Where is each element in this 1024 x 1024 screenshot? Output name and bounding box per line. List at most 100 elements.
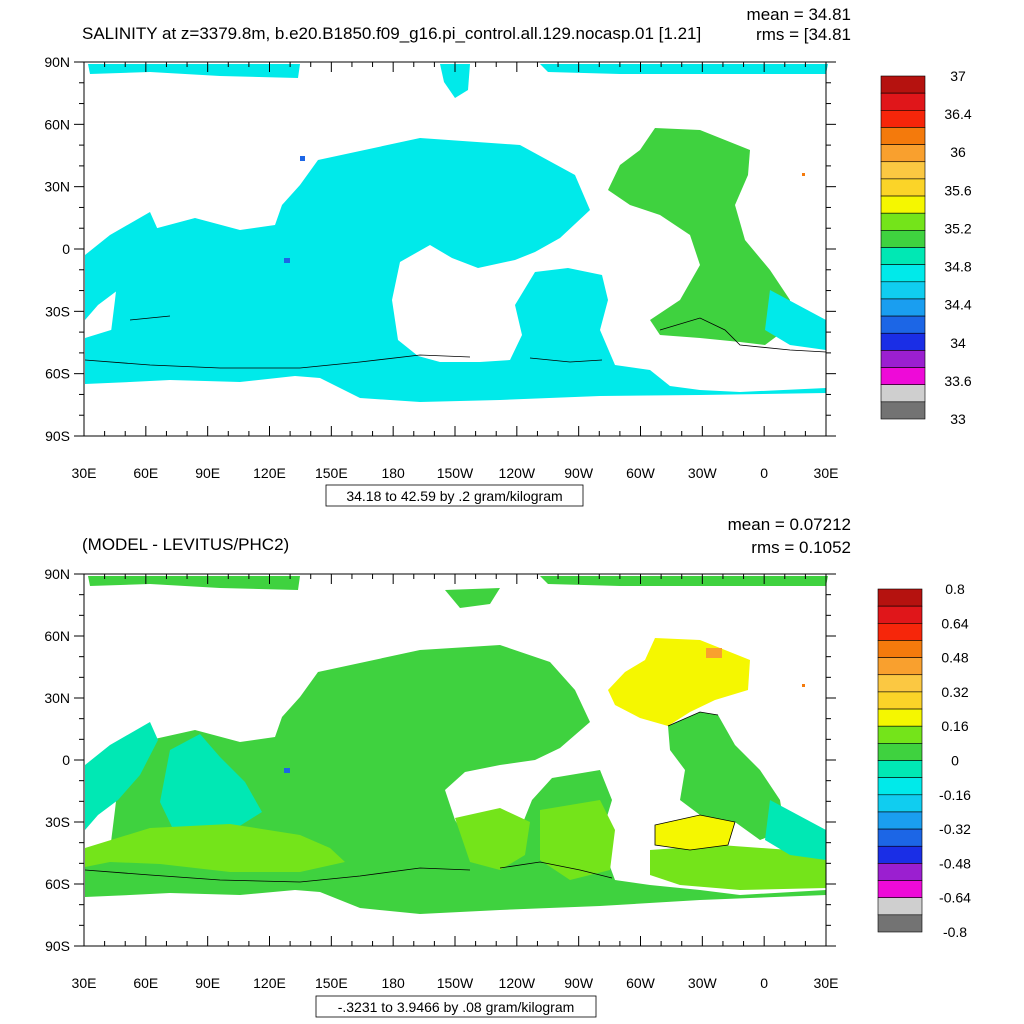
- colorbar-label: 34: [950, 335, 966, 351]
- field-cell: [300, 156, 305, 161]
- colorbar-swatch: [880, 350, 926, 368]
- x-tick-label: 30E: [814, 465, 839, 481]
- range-box: [315, 995, 597, 1018]
- x-tick-label: 90W: [564, 465, 594, 481]
- colorbar-label: 35.2: [944, 220, 971, 236]
- y-axis: 90N 60N 30N 0 30S 60S 90S: [44, 566, 836, 954]
- colorbar-swatch: [877, 828, 923, 847]
- colorbar-swatch: [877, 777, 923, 796]
- contour-line: [667, 711, 719, 727]
- colorbar-swatch: [877, 708, 923, 727]
- colorbar-label: -0.8: [943, 924, 967, 940]
- colorbar-label: 0.8: [945, 581, 965, 597]
- x-tick-label: 60E: [133, 465, 158, 481]
- ocean-region: [608, 128, 790, 345]
- ocean-region: [765, 800, 826, 860]
- x-axis: 30E 60E 90E 120E 150E 180 150W 120W 90W 60W 30W 0 30…: [72, 62, 839, 481]
- colorbar-swatch: [880, 401, 926, 420]
- ocean-region: [540, 576, 828, 586]
- y-tick-label: 90N: [44, 566, 70, 582]
- colorbar-label: -0.64: [939, 890, 971, 906]
- ocean-region: [650, 845, 826, 890]
- mean-label: mean = 0.07212: [728, 515, 851, 534]
- colorbar-swatch: [877, 725, 923, 744]
- x-tick-label: 150W: [437, 465, 474, 481]
- x-tick-label: 30E: [72, 465, 97, 481]
- ocean-region: [160, 222, 262, 330]
- x-tick-label: 90W: [564, 975, 594, 991]
- ocean-region: [85, 212, 158, 320]
- colorbar-swatch: [880, 75, 926, 94]
- colorbar-label: 35.6: [944, 182, 971, 198]
- colorbar-swatch: [880, 247, 926, 265]
- colorbar-swatch: [880, 127, 926, 145]
- ocean-region: [608, 638, 750, 726]
- y-tick-label: 60N: [44, 628, 70, 644]
- colorbar-swatch: [877, 811, 923, 830]
- ocean-region: [160, 734, 262, 842]
- y-tick-label: 60S: [45, 366, 70, 382]
- x-tick-label: 120W: [499, 465, 536, 481]
- x-tick-label: 120E: [253, 975, 286, 991]
- colorbar-swatch: [880, 367, 926, 385]
- x-tick-label: 120W: [499, 975, 536, 991]
- ocean-region: [655, 815, 735, 850]
- contour-line: [529, 357, 603, 363]
- contour-line: [499, 861, 613, 879]
- contour-line: [129, 315, 171, 321]
- mean-label: mean = 34.81: [747, 5, 851, 24]
- contour-line: [84, 354, 471, 369]
- range-label: 34.18 to 42.59 by .2 gram/kilogram: [346, 488, 562, 504]
- y-tick-label: 60N: [44, 116, 70, 132]
- rms-label: rms = 0.1052: [751, 538, 851, 557]
- panel-title: (MODEL - LEVITUS/PHC2): [82, 535, 289, 554]
- rms-label: rms = [34.81: [756, 25, 851, 44]
- colorbar-swatch: [877, 897, 923, 916]
- colorbar-swatch: [877, 760, 923, 778]
- colorbar-swatch: [877, 880, 923, 898]
- colorbar-swatch: [877, 794, 923, 813]
- colorbar-label: 37: [950, 68, 966, 84]
- ocean-region: [88, 576, 300, 590]
- field-cell: [802, 684, 805, 687]
- x-tick-label: 30W: [688, 975, 718, 991]
- y-tick-label: 30N: [44, 690, 70, 706]
- x-tick-label: 0: [760, 465, 768, 481]
- ocean-region: [88, 64, 300, 78]
- x-tick-label: 30W: [688, 465, 718, 481]
- colorbar-swatch: [880, 178, 926, 197]
- colorbar-swatch: [877, 657, 923, 676]
- field-cell: [706, 648, 722, 658]
- x-tick-label: 60E: [133, 975, 158, 991]
- x-tick-label: 90E: [195, 975, 220, 991]
- ocean-region: [445, 588, 500, 608]
- x-tick-label: 30E: [814, 975, 839, 991]
- colorbar-swatch: [877, 743, 923, 761]
- colorbar-swatch: [880, 332, 926, 351]
- y-tick-label: 90S: [45, 428, 70, 444]
- salinity-field: [84, 64, 828, 402]
- colorbar: 0.8 0.64 0.48 0.32 0.16 0 -0.16 -0.32 -0.48 -0.64…: [877, 581, 971, 940]
- colorbar-label: 0.48: [941, 650, 968, 666]
- colorbar-label: -0.48: [939, 855, 971, 871]
- y-tick-label: 90S: [45, 938, 70, 954]
- colorbar-label: 33.6: [944, 373, 971, 389]
- colorbar-label: 36.4: [944, 106, 971, 122]
- range-label: -.3231 to 3.9466 by .08 gram/kilogram: [338, 999, 575, 1015]
- ocean-region: [455, 808, 530, 870]
- x-tick-label: 120E: [253, 465, 286, 481]
- field-cell: [802, 173, 805, 176]
- ocean-region: [765, 290, 826, 350]
- colorbar-swatch: [880, 384, 926, 403]
- field-cell: [284, 258, 290, 263]
- x-tick-label: 180: [381, 465, 405, 481]
- ocean-region: [440, 64, 470, 98]
- y-tick-label: 30S: [45, 814, 70, 830]
- colorbar-swatch: [880, 212, 926, 231]
- colorbar-swatch: [880, 315, 926, 334]
- colorbar-label: 0: [951, 753, 959, 769]
- colorbar-label: 0.32: [941, 684, 968, 700]
- y-tick-label: 0: [62, 752, 70, 768]
- range-box: [325, 484, 584, 507]
- ocean-region: [85, 314, 345, 360]
